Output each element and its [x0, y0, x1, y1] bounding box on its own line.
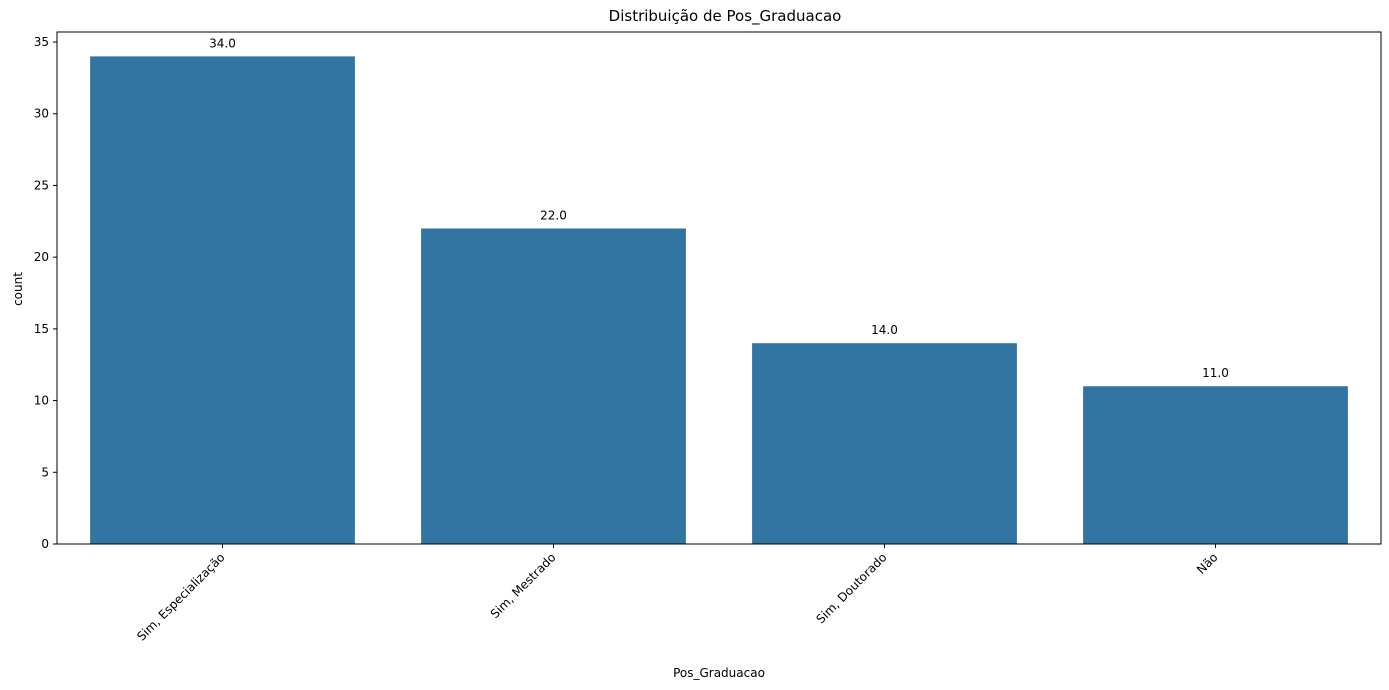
x-tick-label-0: Sim, Especialização: [134, 550, 227, 643]
data-label-1: 22.0: [540, 208, 567, 222]
y-tick-label-3: 15: [34, 322, 49, 336]
plot-frame: [56, 31, 1382, 545]
data-label-3: 11.0: [1202, 366, 1229, 380]
y-tick-label-1: 5: [41, 465, 49, 479]
y-tick-label-0: 0: [41, 537, 49, 551]
data-label-2: 14.0: [871, 323, 898, 337]
bar-3: [1083, 386, 1348, 544]
y-axis-label: count: [11, 272, 25, 306]
y-tick-label-2: 10: [34, 394, 49, 408]
x-axis-label: Pos_Graduacao: [673, 666, 765, 680]
chart-title: Distribuição de Pos_Graduacao: [609, 7, 842, 26]
x-tick-label-3: Não: [1194, 550, 1221, 577]
data-labels-group: 34.0 22.0 14.0 11.0: [209, 36, 1229, 380]
y-axis: 0 5 10 15 20 25 30 35: [34, 35, 57, 551]
y-tick-label-5: 25: [34, 178, 49, 192]
data-label-0: 34.0: [209, 36, 236, 50]
x-axis: Sim, Especialização Sim, Mestrado Sim, Dou…: [134, 544, 1221, 644]
x-tick-label-1: Sim, Mestrado: [488, 550, 559, 621]
y-tick-label-7: 35: [34, 35, 49, 49]
y-tick-label-6: 30: [34, 107, 49, 121]
bar-1: [421, 228, 686, 544]
bars-group: [90, 56, 1348, 544]
y-tick-label-4: 20: [34, 250, 49, 264]
bar-2: [752, 343, 1017, 544]
x-tick-label-2: Sim, Doutorado: [813, 550, 889, 626]
bar-0: [90, 56, 355, 544]
